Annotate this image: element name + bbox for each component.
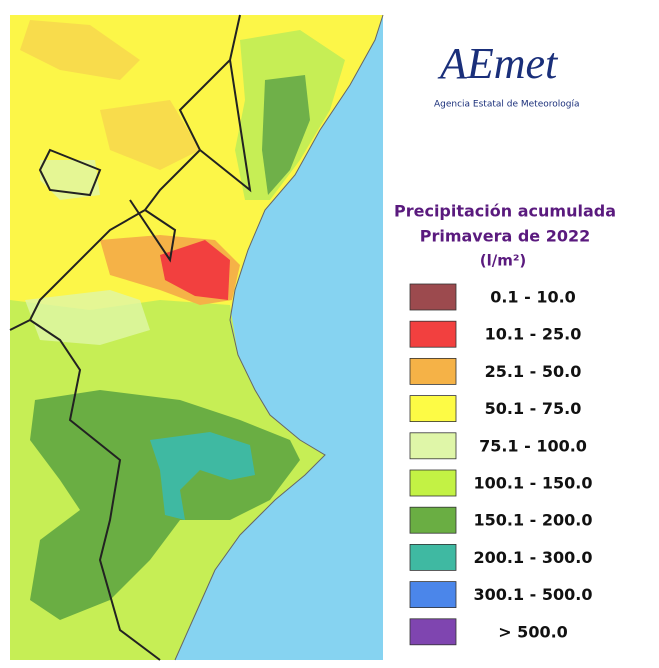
- map: [9, 14, 384, 661]
- legend-label: > 500.0: [498, 622, 568, 641]
- logo-subtitle: Agencia Estatal de Meteorología: [434, 100, 580, 110]
- legend-swatch: [409, 581, 457, 608]
- legend-label: 25.1 - 50.0: [485, 362, 582, 381]
- borders: [9, 14, 252, 661]
- legend-swatch: [409, 618, 457, 646]
- legend-label: 75.1 - 100.0: [479, 436, 587, 455]
- legend-label: 50.1 - 75.0: [485, 399, 582, 418]
- legend-label: 200.1 - 300.0: [474, 548, 593, 567]
- unit: (l/m²): [480, 252, 527, 270]
- red-zone: [160, 240, 230, 300]
- legend-label: 0.1 - 10.0: [490, 288, 576, 307]
- coastline: [174, 14, 384, 661]
- legend-label: 150.1 - 200.0: [474, 511, 593, 530]
- legend-swatch: [409, 469, 457, 497]
- title: Precipitación acumulada: [394, 202, 616, 221]
- legend-label: 300.1 - 500.0: [474, 585, 593, 604]
- subtitle: Primavera de 2022: [420, 227, 591, 246]
- orange-patches: [20, 20, 200, 170]
- legend-swatch: [409, 357, 457, 385]
- legend-swatch: [409, 320, 457, 348]
- legend-label: 100.1 - 150.0: [474, 474, 593, 493]
- light-patches: [25, 160, 150, 345]
- teal-zone: [150, 432, 255, 520]
- dark-green-north: [262, 75, 310, 195]
- legend-swatch: [409, 506, 457, 534]
- legend-swatch: [409, 432, 457, 460]
- legend-label: 10.1 - 25.0: [485, 325, 582, 344]
- logo: AEmet: [437, 39, 559, 88]
- legend-swatch: [409, 544, 457, 571]
- legend-swatch: [409, 283, 457, 311]
- legend-swatch: [409, 395, 457, 423]
